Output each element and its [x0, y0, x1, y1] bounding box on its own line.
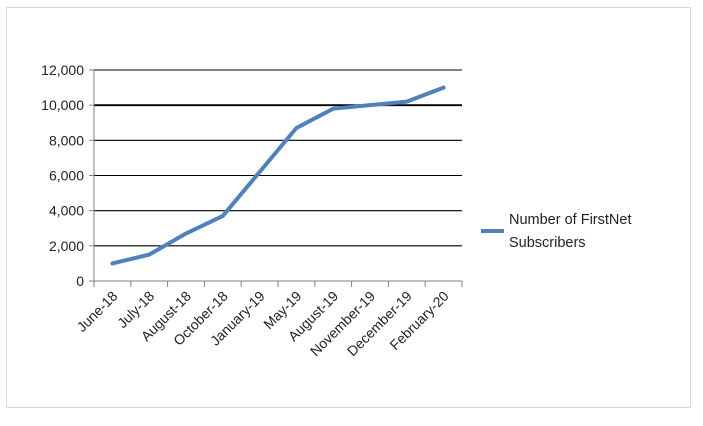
x-tick-label: June-18 [73, 288, 120, 335]
series-group [110, 85, 446, 266]
y-tick-label: 6,000 [49, 168, 84, 184]
chart-frame [6, 7, 691, 408]
y-tick-label: 10,000 [41, 97, 84, 113]
axes [89, 69, 463, 287]
series-line [110, 85, 446, 266]
y-tick-label: 2,000 [49, 238, 84, 254]
x-axis-tick-labels: June-18July-18August-18October-18January… [73, 288, 451, 359]
y-tick-label: 4,000 [49, 203, 84, 219]
legend: Number of FirstNet Subscribers [481, 212, 631, 251]
y-tick-label: 8,000 [49, 132, 84, 148]
y-axis-tick-labels: 0 2,000 4,000 6,000 8,000 10,000 12,000 [41, 62, 84, 289]
legend-label: Number of FirstNet Subscribers [509, 212, 631, 251]
y-tick-label: 12,000 [41, 62, 84, 78]
gridlines [94, 69, 462, 247]
y-tick-label: 0 [76, 273, 84, 289]
